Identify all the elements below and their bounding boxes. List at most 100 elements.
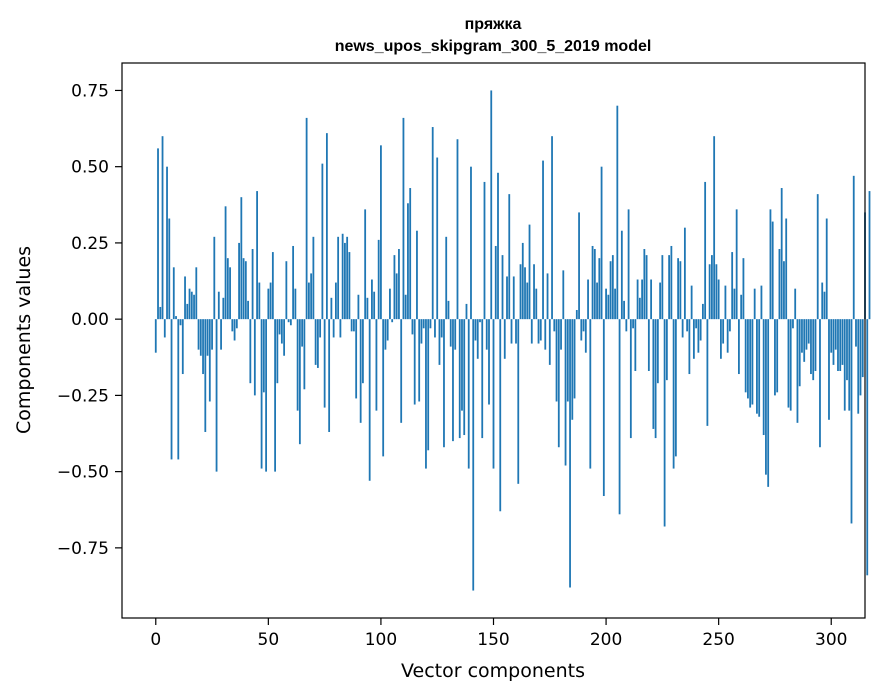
bar — [449, 319, 452, 347]
bar — [310, 273, 313, 320]
bar — [472, 319, 475, 591]
bar — [188, 288, 191, 320]
y-axis-label: Components values — [13, 246, 35, 434]
bar — [733, 288, 736, 320]
bar — [717, 279, 720, 320]
bar — [303, 319, 306, 390]
bar — [571, 319, 574, 420]
bar — [810, 319, 812, 375]
bar — [744, 319, 747, 393]
bar — [461, 319, 463, 411]
bar — [573, 319, 576, 399]
bar — [816, 194, 819, 320]
bar — [380, 145, 382, 320]
bar — [330, 297, 333, 320]
bar — [602, 319, 605, 497]
bar — [701, 303, 704, 320]
bar — [609, 261, 612, 320]
bar — [393, 255, 396, 320]
bar — [580, 319, 583, 341]
x-tick-label: 0 — [150, 630, 161, 650]
bar — [668, 255, 671, 320]
bar — [560, 319, 562, 350]
bar — [607, 294, 610, 320]
bar — [683, 227, 686, 320]
bar — [584, 319, 587, 353]
bar — [528, 224, 531, 320]
bar — [226, 258, 229, 320]
bar — [767, 319, 770, 487]
bar — [359, 319, 362, 423]
y-tick-label: 0.75 — [71, 81, 109, 101]
bar — [593, 249, 596, 320]
bar — [729, 319, 731, 332]
bar — [506, 276, 508, 320]
bar — [474, 319, 477, 341]
bar — [708, 264, 711, 320]
bar — [738, 319, 740, 375]
bar — [760, 285, 763, 320]
bar — [758, 319, 761, 417]
bar — [587, 279, 589, 320]
bar — [231, 319, 234, 332]
bar — [652, 319, 655, 429]
bar — [476, 319, 479, 359]
bar — [544, 319, 547, 350]
bar — [735, 209, 738, 320]
bar — [803, 319, 806, 362]
bar — [332, 319, 335, 338]
bar — [418, 319, 421, 402]
bar — [510, 319, 513, 344]
bar — [289, 319, 292, 326]
bar — [861, 319, 864, 378]
bar — [305, 117, 308, 320]
bar — [434, 319, 436, 338]
bar — [344, 242, 346, 320]
bar — [704, 181, 707, 320]
bar — [537, 319, 540, 344]
bar — [866, 319, 869, 576]
x-tick-label: 150 — [477, 630, 509, 650]
bar — [783, 261, 785, 320]
bar — [157, 148, 159, 320]
bar — [456, 139, 459, 320]
bar — [265, 319, 267, 472]
x-tick-label: 300 — [815, 630, 847, 650]
bar — [674, 319, 677, 457]
bar — [762, 319, 765, 436]
plot-frame — [121, 62, 866, 619]
bar — [566, 319, 569, 402]
bar — [211, 319, 213, 350]
bar — [641, 279, 643, 320]
bar — [479, 319, 481, 323]
bar — [625, 319, 628, 332]
bar — [501, 255, 504, 320]
bar — [670, 245, 673, 320]
bar — [578, 212, 580, 320]
y-tick-label: 0.00 — [71, 310, 109, 330]
bar — [400, 319, 403, 423]
bar — [778, 249, 781, 320]
bar — [179, 319, 182, 326]
bar — [690, 285, 693, 320]
bar — [438, 319, 441, 365]
bar — [175, 316, 177, 320]
bar — [659, 282, 662, 320]
bar — [386, 319, 389, 341]
bar — [499, 319, 502, 512]
bar — [647, 319, 650, 371]
bar — [575, 310, 578, 320]
bar — [181, 319, 184, 375]
bar — [688, 319, 691, 375]
bar — [316, 319, 319, 368]
bar — [258, 282, 261, 320]
bar — [654, 319, 657, 439]
bar — [292, 245, 295, 320]
y-tick-label: −0.75 — [57, 539, 109, 559]
bar — [508, 194, 511, 320]
bar — [307, 282, 310, 320]
bar — [620, 230, 623, 320]
bar — [208, 319, 211, 402]
bar — [753, 288, 756, 320]
bar — [382, 319, 385, 457]
